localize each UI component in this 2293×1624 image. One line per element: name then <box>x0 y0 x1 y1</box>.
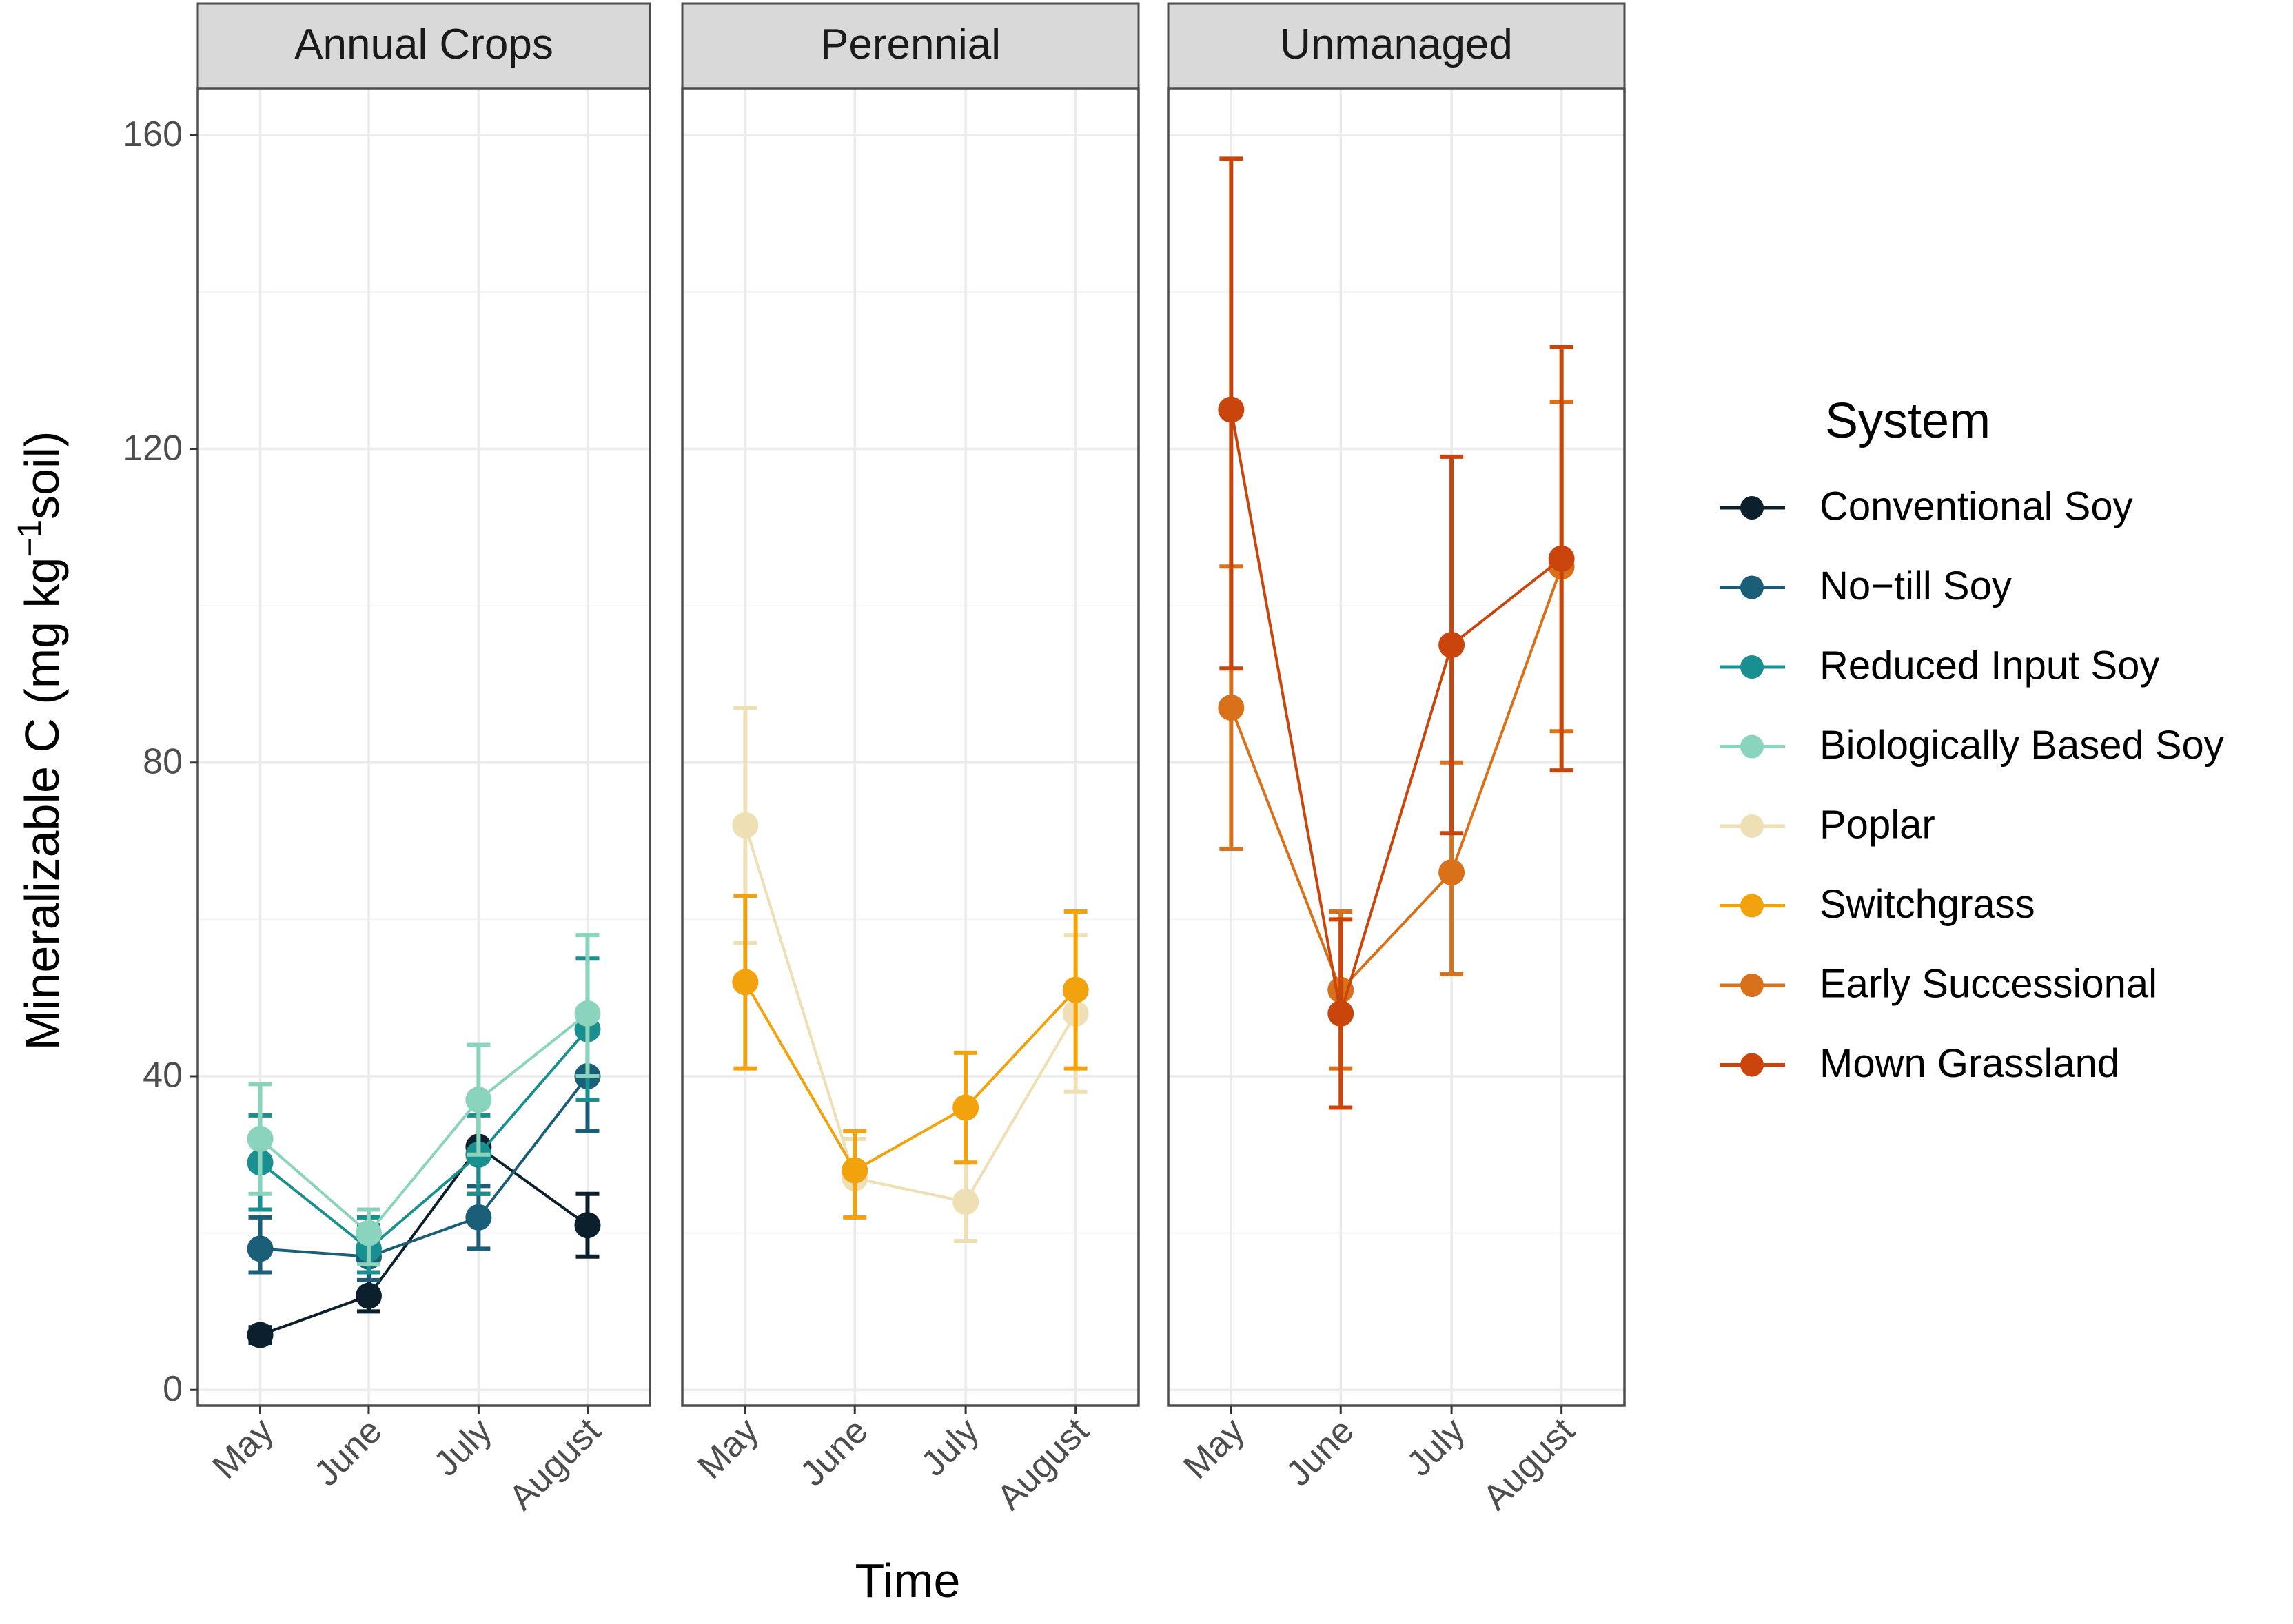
x-tick-label: June <box>793 1410 876 1494</box>
series-Mown Grassland <box>1218 156 1575 1110</box>
data-point <box>1062 976 1089 1003</box>
facet-strip <box>196 2 651 90</box>
legend-item: Mown Grassland <box>1720 1041 2119 1086</box>
series-Switchgrass <box>732 894 1089 1220</box>
y-tick-label: 120 <box>123 428 183 468</box>
legend-label: Early Successional <box>1820 961 2157 1006</box>
legend-label: Mown Grassland <box>1820 1041 2119 1086</box>
y-tick-label: 40 <box>143 1056 183 1096</box>
data-point <box>1218 396 1245 423</box>
data-point <box>465 1087 492 1113</box>
facet-strip-label: Annual Crops <box>294 21 553 68</box>
series-Conventional Soy <box>247 1098 601 1348</box>
legend-key-point <box>1740 655 1764 679</box>
facet-strip-label: Perennial <box>820 21 1001 68</box>
facet-strip <box>1167 2 1626 90</box>
x-tick-label: May <box>690 1410 766 1486</box>
series-line <box>744 981 1077 1173</box>
series-line <box>259 1028 589 1251</box>
data-point <box>952 1094 979 1121</box>
panel-0: Annual Crops <box>196 2 651 1407</box>
legend-label: Poplar <box>1820 802 1935 847</box>
y-tick-label: 80 <box>143 741 183 781</box>
legend-item: Reduced Input Soy <box>1720 643 2159 688</box>
data-point <box>1438 859 1465 886</box>
x-tick-label: June <box>307 1410 390 1494</box>
legend-key-point <box>1740 814 1764 838</box>
legend-item: Conventional Soy <box>1720 484 2133 528</box>
x-tick-label: July <box>426 1410 499 1483</box>
data-point <box>355 1220 382 1246</box>
y-axis-title-tail: soil) <box>15 431 69 520</box>
y-axis-title: Mineralizable C (mg kg−1soil) <box>12 431 69 1051</box>
series-line <box>259 1012 589 1235</box>
panel-1: Perennial <box>681 2 1140 1407</box>
data-point <box>355 1282 382 1309</box>
data-point <box>247 1126 274 1153</box>
data-point <box>574 1212 601 1239</box>
panel-border <box>196 87 651 1407</box>
legend: System Conventional Soy No−till Soy Reduce… <box>1720 393 2224 1086</box>
legend-key-point <box>1740 974 1764 997</box>
data-point <box>574 1000 601 1027</box>
legend-item: Biologically Based Soy <box>1720 723 2224 768</box>
data-point <box>1548 545 1575 572</box>
legend-item: Early Successional <box>1720 961 2157 1006</box>
x-tick-label: July <box>913 1410 986 1483</box>
x-tick-label: June <box>1278 1410 1362 1494</box>
legend-item: No−till Soy <box>1720 564 2012 608</box>
legend-item: Switchgrass <box>1720 882 2035 927</box>
data-point <box>842 1157 868 1184</box>
data-point <box>1327 1000 1354 1027</box>
y-axis-title-main: Mineralizable C (mg kg <box>15 557 69 1051</box>
y-tick-label: 0 <box>163 1369 183 1409</box>
series-Biologically Based Soy <box>247 933 601 1267</box>
panel-background <box>1168 88 1624 1406</box>
data-point <box>732 812 759 839</box>
data-point <box>1218 695 1245 721</box>
data-point <box>247 1235 274 1262</box>
legend-items: Conventional Soy No−till Soy Reduced Input… <box>1720 484 2224 1086</box>
series-line <box>1230 409 1562 1014</box>
series-line <box>260 1075 589 1258</box>
x-tick-label: August <box>990 1410 1097 1518</box>
series-line <box>1230 566 1563 993</box>
legend-key-point <box>1740 496 1764 520</box>
legend-label: Reduced Input Soy <box>1820 643 2159 688</box>
x-tick-label: August <box>1476 1410 1583 1518</box>
panel-background <box>682 88 1139 1406</box>
legend-label: Conventional Soy <box>1820 484 2133 528</box>
legend-label: Switchgrass <box>1820 882 2035 927</box>
series-line <box>259 1144 589 1337</box>
facet-strip-label: Unmanaged <box>1280 21 1513 68</box>
series-line <box>744 825 1077 1204</box>
legend-key-point <box>1740 1053 1764 1077</box>
legend-item: Poplar <box>1720 802 1935 847</box>
legend-label: No−till Soy <box>1820 564 2012 608</box>
data-point <box>1438 632 1465 659</box>
y-tick-label: 160 <box>123 114 183 154</box>
legend-title: System <box>1825 393 1990 449</box>
panel-background <box>198 88 650 1406</box>
x-tick-label: July <box>1399 1410 1472 1483</box>
x-tick-label: August <box>501 1410 609 1518</box>
legend-key-point <box>1740 734 1764 759</box>
panel-border <box>1167 87 1626 1407</box>
panel-2: Unmanaged <box>1167 2 1626 1407</box>
panels-layer: Annual Crops Perennial Unmanaged <box>196 2 1626 1407</box>
legend-key-point <box>1740 894 1764 918</box>
x-axis-title: Time <box>855 1554 961 1607</box>
x-tick-label: May <box>205 1410 281 1486</box>
data-point <box>952 1189 979 1215</box>
data-point <box>247 1322 274 1348</box>
data-point <box>732 969 759 996</box>
legend-key-point <box>1740 575 1764 599</box>
data-point <box>465 1204 492 1231</box>
legend-label: Biologically Based Soy <box>1820 723 2224 768</box>
y-axis-title-exponent: −1 <box>12 520 48 557</box>
x-tick-label: May <box>1176 1410 1252 1486</box>
panel-border <box>681 87 1140 1407</box>
